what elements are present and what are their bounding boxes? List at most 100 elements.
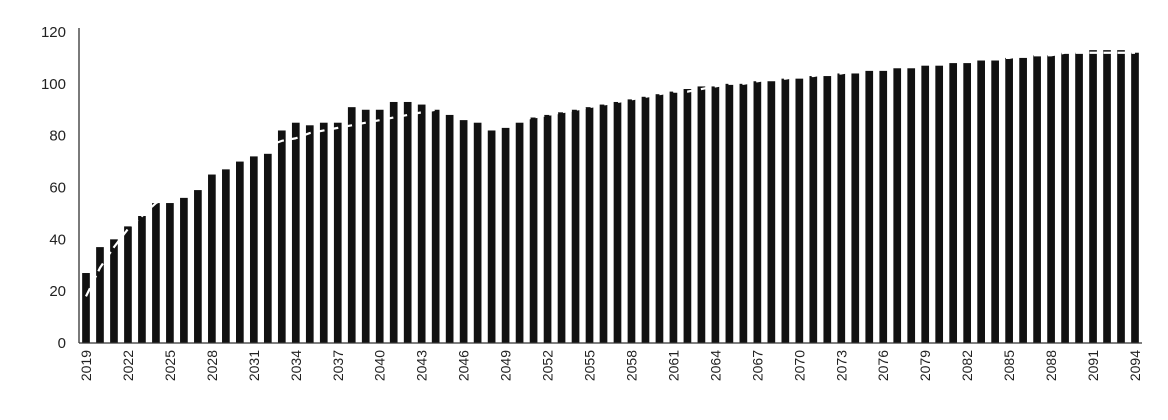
bar (558, 112, 566, 343)
x-tick-label: 2085 (1001, 350, 1017, 381)
y-tick-label: 80 (49, 128, 66, 145)
bar (1061, 53, 1069, 343)
x-axis-ticks: 2019 2022 2025 2028 2031 2034 2037 2040 2043 2046… (78, 350, 1143, 381)
bar (194, 190, 202, 343)
bar (809, 76, 817, 343)
bar (823, 76, 831, 343)
bar (110, 239, 118, 343)
bar (320, 123, 328, 343)
bar (474, 123, 482, 343)
x-tick-label: 2076 (875, 350, 891, 381)
bar (306, 125, 314, 343)
x-tick-label: 2028 (204, 350, 220, 381)
bar (572, 110, 580, 343)
bar (740, 84, 748, 343)
bar (390, 102, 398, 343)
x-tick-label: 2037 (330, 350, 346, 381)
bar (96, 247, 104, 343)
bar (460, 120, 468, 343)
bar (544, 115, 552, 343)
x-tick-label: 2031 (246, 350, 262, 381)
bar (656, 94, 664, 343)
bar (963, 63, 971, 343)
bar (418, 105, 426, 343)
bar (628, 99, 636, 343)
bar (754, 81, 762, 343)
bar (488, 130, 496, 343)
bar (1089, 50, 1097, 343)
bar (334, 123, 342, 343)
bar (502, 128, 510, 343)
bar (949, 63, 957, 343)
x-tick-label: 2058 (623, 350, 639, 381)
bar (795, 79, 803, 343)
bar (348, 107, 356, 343)
bar (600, 105, 608, 343)
y-tick-label: 120 (41, 24, 66, 41)
y-tick-label: 40 (49, 231, 66, 248)
bar (1075, 53, 1083, 343)
bar (1019, 58, 1027, 343)
bar (278, 130, 286, 343)
bar (837, 73, 845, 343)
x-tick-label: 2091 (1085, 350, 1101, 381)
x-tick-label: 2019 (78, 350, 94, 381)
bar (712, 86, 720, 343)
x-tick-label: 2025 (162, 350, 178, 381)
bar (726, 84, 734, 343)
y-tick-label: 100 (41, 76, 66, 93)
bar (684, 89, 692, 343)
bar (614, 102, 622, 343)
bar (516, 123, 524, 343)
x-tick-label: 2094 (1127, 350, 1143, 381)
bar (250, 156, 258, 343)
x-tick-label: 2079 (917, 350, 933, 381)
bar (879, 71, 887, 343)
bar (1103, 50, 1111, 343)
bar (446, 115, 454, 343)
x-tick-label: 2070 (791, 350, 807, 381)
bar (893, 68, 901, 343)
bar (82, 273, 90, 343)
bar (1117, 50, 1125, 343)
bar (991, 61, 999, 343)
x-tick-label: 2067 (749, 350, 765, 381)
bar (236, 162, 244, 343)
y-tick-label: 60 (49, 180, 66, 197)
x-tick-label: 2022 (120, 350, 136, 381)
bar (530, 118, 538, 343)
x-tick-label: 2046 (456, 350, 472, 381)
bar (670, 92, 678, 343)
bars-layer (82, 50, 1139, 343)
bar (851, 73, 859, 343)
bar (180, 198, 188, 343)
bar (907, 68, 915, 343)
x-tick-label: 2055 (582, 350, 598, 381)
bar (404, 102, 412, 343)
x-tick-label: 2082 (959, 350, 975, 381)
x-tick-label: 2040 (372, 350, 388, 381)
bar (152, 203, 160, 343)
bar (292, 123, 300, 343)
bar (781, 79, 789, 343)
bar (935, 66, 943, 343)
bar (124, 226, 132, 343)
x-tick-label: 2052 (540, 350, 556, 381)
bar (432, 110, 440, 343)
bar (768, 81, 776, 343)
bar (1005, 58, 1013, 343)
x-tick-label: 2043 (414, 350, 430, 381)
bar (222, 169, 230, 343)
x-tick-label: 2049 (498, 350, 514, 381)
bar (362, 110, 370, 343)
y-axis-ticks: 020406080100120 (41, 24, 66, 352)
bar (1033, 55, 1041, 343)
x-tick-label: 2064 (707, 350, 723, 381)
bar (642, 97, 650, 343)
bar (1047, 55, 1055, 343)
bar (376, 110, 384, 343)
bar (586, 107, 594, 343)
x-tick-label: 2073 (833, 350, 849, 381)
x-tick-label: 2088 (1043, 350, 1059, 381)
